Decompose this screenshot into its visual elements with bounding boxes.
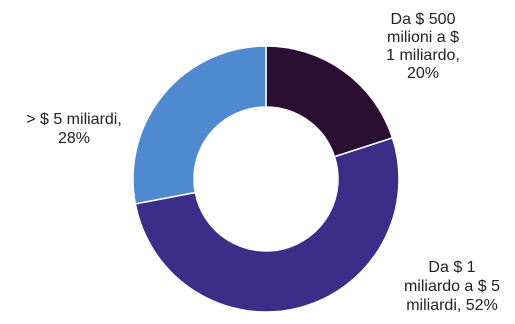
slice-label-1b-5b: Da $ 1 miliardo a $ 5 miliardi, 52% [404, 259, 500, 314]
slice-label-line: milioni a $ [387, 29, 459, 46]
slice-label-line: Da $ 1 [428, 259, 475, 276]
slice-label-over-5b: > $ 5 miliardi, 28% [26, 111, 122, 147]
donut-slices [132, 45, 400, 313]
donut-slice-1b-5b [134, 136, 400, 313]
slice-label-line: miliardi, 52% [406, 297, 498, 314]
slice-label-line: > $ 5 miliardi, [26, 111, 122, 128]
slice-label-line: 1 miliardo, [386, 47, 460, 64]
slice-label-line: 20% [407, 65, 439, 82]
donut-slice-500m-1b [265, 45, 394, 158]
slice-label-500m-1b: Da $ 500 milioni a $1 miliardo, 20% [386, 11, 460, 82]
donut-slice-over-5b [132, 45, 267, 205]
slice-labels: Da $ 500 milioni a $1 miliardo, 20% Da $ 1 m… [26, 11, 500, 314]
slice-label-line: Da $ 500 [391, 11, 456, 28]
slice-label-line: 28% [58, 130, 90, 147]
slice-label-line: miliardo a $ 5 [404, 278, 500, 295]
